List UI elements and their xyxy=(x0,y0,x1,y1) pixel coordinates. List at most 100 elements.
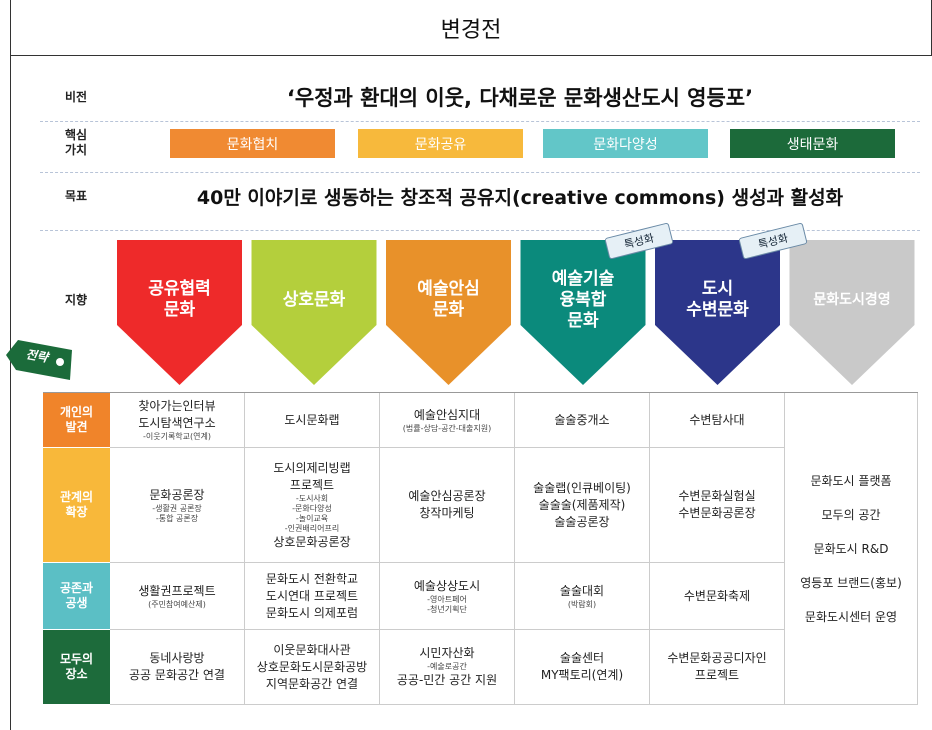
table-row-label: 공존과 공생 xyxy=(43,563,110,630)
cell-line: 술술랩(인큐베이팅) xyxy=(533,480,631,495)
row-label-line: 핵심 xyxy=(64,128,88,142)
cell-line: 동네사랑방 xyxy=(149,651,205,665)
cell-line: 창작마케팅 xyxy=(419,506,475,520)
cell-line: 도시연대 프로젝트 xyxy=(265,588,359,603)
cell-line: MY팩토리(연계) xyxy=(540,668,624,682)
direction-line: 문화 xyxy=(432,300,465,320)
cell-line: 문화도시 의제포럼 xyxy=(265,605,359,620)
cell-line: 문화도시 전환학교 xyxy=(265,571,359,586)
cell-line: 술술공론장 xyxy=(554,514,610,529)
direction-line: 예술기술 xyxy=(551,268,615,289)
table-row-label: 개인의 발견 xyxy=(43,393,110,448)
cell-line: 생활권프로젝트 xyxy=(138,583,216,598)
separator xyxy=(40,121,920,122)
cell-line: 이웃문화대사관 xyxy=(273,642,351,657)
table-top xyxy=(43,392,918,393)
table-cell: 생활권프로젝트 (주민참여예산제) xyxy=(110,563,245,630)
cell-line: 수변문화공공디자인 xyxy=(667,651,767,665)
cell-line: 예술안심지대 xyxy=(413,407,481,422)
cell-line: -놀이교육 xyxy=(295,513,329,523)
direction-line: 공유협력 xyxy=(148,279,211,299)
cell-line: 수변문화축제 xyxy=(683,588,751,603)
separator xyxy=(40,172,920,173)
cell-line: 프로젝트 xyxy=(289,477,335,492)
table-cell: 술술중개소 xyxy=(515,393,650,448)
cell-line: 도시문화랩 xyxy=(284,412,340,427)
direction-line: 예술안심 xyxy=(417,279,480,299)
strategy-tag-hole xyxy=(56,358,64,366)
cell-line: 지역문화공간 연결 xyxy=(265,676,359,691)
cell-line: -생활권 공론장 xyxy=(152,503,202,513)
direction-text: 도시 수변문화 xyxy=(655,240,780,360)
direction-arrow xyxy=(655,240,780,385)
cell-line: (법률-상담-공간-대출지원) xyxy=(402,423,492,433)
direction-text: 공유협력 문화 xyxy=(117,240,242,360)
cell-line: 도시의제리빙랩 xyxy=(273,460,351,475)
row-label-line: 목표 xyxy=(64,188,88,203)
table-row-label: 모두의 장소 xyxy=(43,630,110,705)
direction-arrow xyxy=(520,240,646,385)
table-row-label-line: 모두의 xyxy=(59,652,94,666)
cell-line: 상호문화도시문화공방 xyxy=(256,659,368,674)
row-label: 비전 xyxy=(40,77,112,117)
merged-line: 문화도시 플랫폼 xyxy=(810,473,892,488)
cell-line: 수변문화실험실 xyxy=(678,489,756,503)
table-cell: 찾아가는인터뷰 도시탐색연구소 -이웃기록학교(연계) xyxy=(110,393,245,448)
cell-line: -영아트페어 xyxy=(427,594,467,604)
header-title: 변경전 xyxy=(440,18,502,43)
merged-line: 모두의 공간 xyxy=(821,507,881,522)
table-cell: 수변문화실험실 수변문화공론장 xyxy=(650,448,785,563)
row-label-line: 가치 xyxy=(64,143,88,157)
cell-line: 공공 문화공간 연결 xyxy=(129,668,225,682)
table-cell: 예술안심지대 (법률-상담-공간-대출지원) xyxy=(380,393,515,448)
direction-text: 예술안심 문화 xyxy=(386,240,511,360)
direction-line: 문화 xyxy=(567,310,599,331)
cell-line: -청년기획단 xyxy=(427,604,467,614)
table-row-label-line: 공존과 xyxy=(59,581,94,595)
cell-line: -도시사회 xyxy=(295,493,329,503)
strategy-tag-shape xyxy=(6,340,72,380)
merged-cell: 문화도시 플랫폼 모두의 공간 문화도시 R&D 영등포 브랜드(홍보) 문화도시센터 … xyxy=(785,393,918,705)
direction-text: 문화도시경영 xyxy=(790,240,915,360)
direction-arrow xyxy=(117,240,242,385)
table-cell: 술술센터 MY팩토리(연계) xyxy=(515,630,650,705)
cell-line: (박람회) xyxy=(567,599,597,609)
cell-line: 시민자산화 xyxy=(419,646,475,660)
table-cell: 수변탐사대 xyxy=(650,393,785,448)
value-box: 생태문화 xyxy=(730,129,895,158)
direction-line: 문화도시경영 xyxy=(813,291,891,308)
table-cell: 시민자산화 -예술로공간 공공-민간 공간 지원 xyxy=(380,630,515,705)
table-row-label-line: 관계의 xyxy=(59,490,94,504)
value-box: 문화협치 xyxy=(170,129,335,158)
value-box: 문화다양성 xyxy=(543,129,708,158)
cell-line: 술술대회 xyxy=(559,583,605,598)
table-row-label-line: 발견 xyxy=(65,420,88,434)
cell-line: -인권배리어프리 xyxy=(284,523,340,533)
table-cell: 예술상상도시 -영아트페어 -청년기획단 xyxy=(380,563,515,630)
direction-arrow xyxy=(789,240,915,385)
row-label: 핵심 가치 xyxy=(40,123,112,163)
vision-text: ‘우정과 환대의 이웃, 다채로운 문화생산도시 영등포’ xyxy=(286,86,754,110)
cell-line: -통합 공론장 xyxy=(155,513,199,523)
table-cell: 예술안심공론장 창작마케팅 xyxy=(380,448,515,563)
table-cell: 수변문화축제 xyxy=(650,563,785,630)
table-row-label: 관계의 확장 xyxy=(43,448,110,563)
row-label: 목표 xyxy=(40,176,112,216)
direction-arrow xyxy=(251,240,377,385)
cell-line: 프로젝트 xyxy=(694,668,740,682)
table-cell: 도시문화랩 xyxy=(245,393,380,448)
direction-line: 융복합 xyxy=(559,289,607,310)
direction-arrow xyxy=(386,240,511,385)
cell-line: 문화공론장 xyxy=(149,487,205,502)
cell-line: 상호문화공론장 xyxy=(273,534,351,549)
merged-line: 문화도시센터 운영 xyxy=(804,609,898,624)
cell-line: -문화다양성 xyxy=(292,503,332,513)
direction-line: 문화 xyxy=(163,300,196,320)
cell-line: 공공-민간 공간 지원 xyxy=(396,673,498,687)
